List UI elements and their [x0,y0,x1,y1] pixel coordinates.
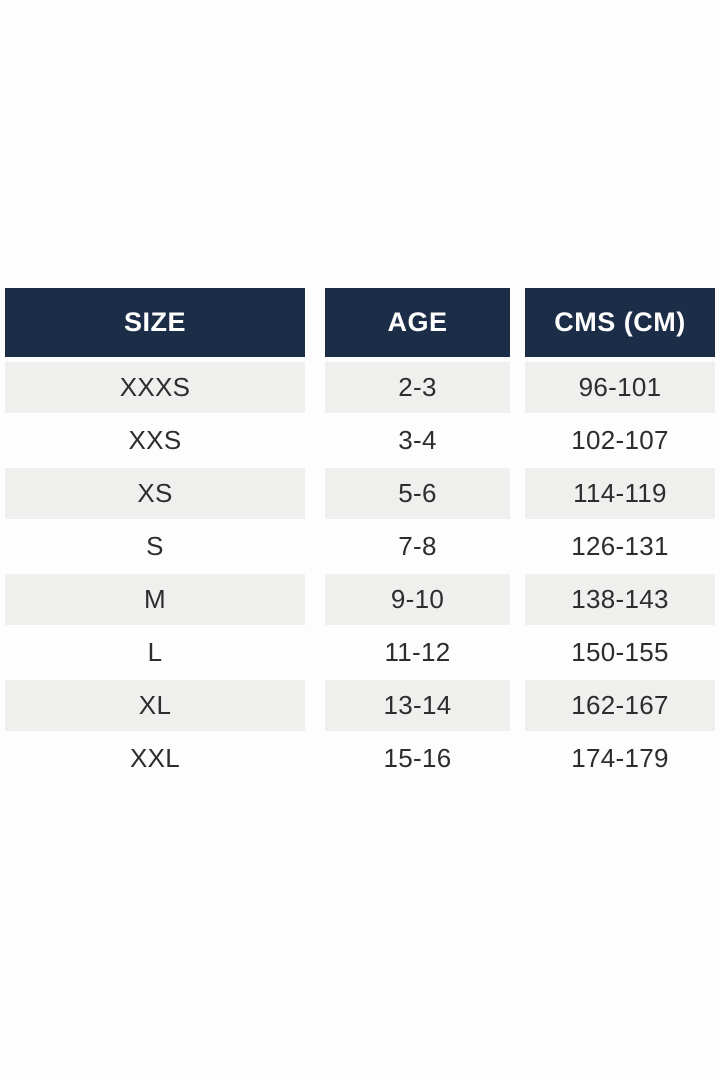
table-row: XXL 15-16 174-179 [5,733,715,784]
cms-cell: 102-107 [571,425,669,455]
size-chart-table: SIZE AGE CMS (CM) XXXS 2-3 96-101 XXS 3-… [5,288,715,786]
cms-cell: 138-143 [525,574,715,625]
cms-cell: 126-131 [571,531,669,561]
table-row: XXXS 2-3 96-101 [5,362,715,413]
cms-cell: 96-101 [525,362,715,413]
size-cell: XS [5,468,305,519]
column-header-size: SIZE [5,288,305,357]
age-cell: 13-14 [325,680,510,731]
age-cell: 2-3 [325,362,510,413]
size-cell: XXXS [5,362,305,413]
table-row: L 11-12 150-155 [5,627,715,678]
age-cell: 15-16 [383,743,452,773]
age-cell: 3-4 [398,425,437,455]
cms-cell: 114-119 [525,468,715,519]
size-cell: M [5,574,305,625]
size-cell: S [146,531,164,561]
age-cell: 11-12 [384,637,451,667]
table-row: M 9-10 138-143 [5,574,715,625]
size-cell: XL [5,680,305,731]
cms-cell: 174-179 [571,743,669,773]
size-cell: XXL [129,743,181,773]
table-row: XL 13-14 162-167 [5,680,715,731]
size-cell: XXS [128,425,182,455]
column-header-cms: CMS (CM) [525,288,715,357]
column-header-age: AGE [325,288,510,357]
table-row: XS 5-6 114-119 [5,468,715,519]
age-cell: 9-10 [325,574,510,625]
cms-cell: 162-167 [525,680,715,731]
table-row: S 7-8 126-131 [5,521,715,572]
size-cell: L [147,637,163,667]
age-cell: 5-6 [325,468,510,519]
age-cell: 7-8 [398,531,437,561]
table-header-row: SIZE AGE CMS (CM) [5,288,715,357]
cms-cell: 150-155 [571,637,669,667]
table-row: XXS 3-4 102-107 [5,415,715,466]
